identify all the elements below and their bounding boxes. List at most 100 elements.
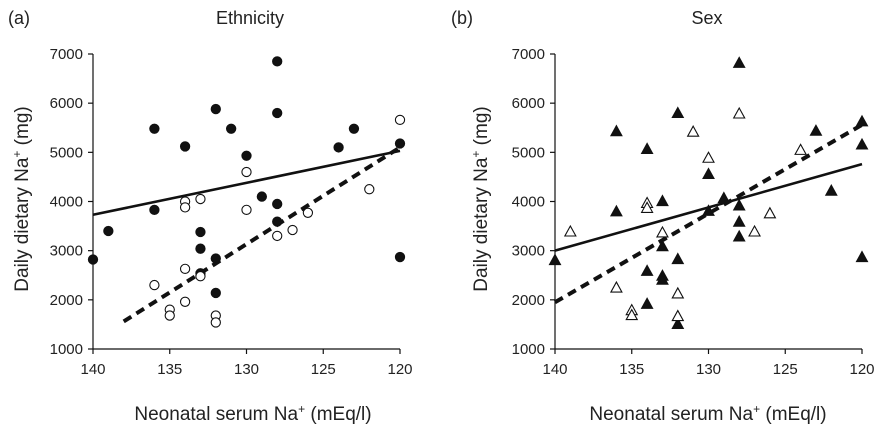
axes: 140 135 130 125 120 1000 2000 3000 4000 5000 6000 7… [50,46,413,378]
open-circle-point [149,279,160,291]
filled-circle-point [272,216,283,227]
y-axis-label: Daily dietary Na+ (mg) [469,106,492,291]
open-triangle-point [702,151,715,163]
open-circle-point [210,317,221,328]
filled-circle-point [348,123,360,134]
open-circle-point [272,230,283,242]
open-triangle-point [625,308,639,321]
filled-triangle-point [640,297,654,309]
filled-circle-point [149,204,160,216]
filled-triangle-point [671,252,685,265]
filled-circle-point [272,198,283,210]
open-triangle-point [763,206,777,219]
y-tick-label: 6000 [50,95,83,112]
x-tick-label: 130 [234,361,259,378]
y-tick-label: 5000 [512,144,545,161]
panel-title: Sex [691,8,722,28]
filled-circle-point [87,254,99,265]
y-tick-label: 7000 [512,46,545,63]
filled-circle-point [272,56,283,67]
panel-label: (a) [8,8,30,28]
open-triangle-point [732,106,746,119]
filled-circle-point [241,150,252,161]
filled-circle-point [394,251,406,263]
y-tick-label: 2000 [512,292,545,309]
open-triangle-point [671,286,685,299]
filled-triangle-point [855,137,869,150]
filled-circle-point [210,103,221,115]
x-axis-label: Neonatal serum Na+ (mEq/l) [134,402,371,425]
filled-triangle-point [656,194,669,207]
open-circle-point [179,202,191,213]
open-circle-point [302,207,314,218]
open-circle-point [241,204,252,216]
x-tick-label: 120 [849,361,874,378]
x-tick-label: 135 [157,361,182,378]
filled-triangle-point [732,56,746,68]
y-tick-label: 1000 [512,341,545,358]
x-tick-label: 125 [311,361,336,378]
trend-lines [92,145,402,324]
y-tick-label: 1000 [50,341,83,358]
filled-triangle-point [855,114,869,127]
open-circle-point [179,263,191,275]
filled-triangle-point [548,253,562,266]
filled-triangle-point [609,124,623,137]
filled-triangle-point [702,204,715,216]
filled-triangle-point [640,264,654,276]
x-tick-label: 135 [619,361,644,378]
data-points [87,56,406,328]
open-circle-point [364,184,375,195]
open-circle-point [195,193,206,205]
filled-triangle-point [732,215,746,227]
panel-label: (b) [451,8,473,28]
x-axis-label: Neonatal serum Na+ (mEq/l) [589,402,826,425]
open-triangle-point [748,224,761,237]
y-tick-label: 5000 [50,144,83,161]
open-triangle-point [563,224,577,237]
open-triangle-point [640,201,654,213]
filled-triangle-point [656,239,669,252]
open-triangle-point [671,309,685,322]
y-tick-label: 7000 [50,46,83,63]
filled-circle-point [394,138,406,149]
y-tick-label: 4000 [512,194,545,211]
filled-triangle-point [824,184,838,196]
filled-triangle-point [855,250,869,263]
x-tick-label: 140 [542,361,567,378]
filled-circle-point [103,225,114,237]
open-circle-point [241,166,252,178]
filled-triangle-point [671,317,685,329]
filled-triangle-point [732,198,746,211]
filled-triangle-point [809,124,823,136]
filled-circle-point [149,123,160,134]
filled-triangle-point [640,142,654,154]
filled-circle-point [333,142,344,153]
y-axis-label: Daily dietary Na+ (mg) [10,106,33,291]
filled-triangle-point [702,167,715,180]
open-circle-point [164,310,175,321]
filled-triangle-point [717,191,731,204]
filled-circle-point [195,243,206,254]
filled-circle-point [256,191,267,202]
panel-ethnicity: (a) Ethnicity 140 135 130 125 120 1000 2000 300… [8,8,413,425]
open-circle-point [179,296,191,307]
y-tick-label: 3000 [50,243,83,260]
x-tick-label: 130 [696,361,721,378]
open-triangle-point [686,125,700,137]
filled-circle-point [272,107,283,119]
y-tick-label: 2000 [50,292,83,309]
x-tick-label: 120 [387,361,412,378]
panel-title: Ethnicity [216,8,284,28]
filled-circle-point [195,226,206,238]
dashed-trend-line [122,145,402,324]
axes: 140 135 130 125 120 1000 2000 3000 4000 5000 6000 7… [512,46,875,378]
filled-triangle-point [732,229,746,242]
filled-circle-point [225,123,237,134]
filled-circle-point [210,287,221,299]
open-circle-point [195,271,206,282]
x-tick-label: 140 [80,361,105,378]
filled-circle-point [179,141,191,152]
